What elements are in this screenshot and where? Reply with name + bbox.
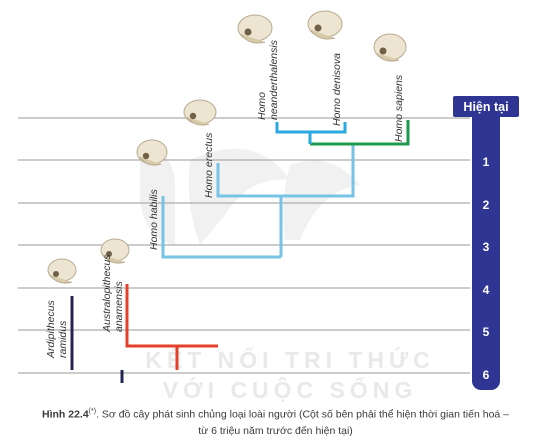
branch-australopithecus xyxy=(125,284,218,348)
skull-icon xyxy=(136,139,168,166)
branch-late-homo xyxy=(281,144,355,198)
time-gridlines xyxy=(18,117,470,374)
label-ardipithecus-ramidus: Ardipithecus ramidus xyxy=(45,297,69,359)
label-ardipithecus-line2: ramidus xyxy=(57,320,69,358)
caption-mark: (*) xyxy=(88,408,97,415)
timeline-title-box xyxy=(453,96,519,117)
skull-icon xyxy=(47,258,77,284)
label-homo-habilis: Homo habilis xyxy=(148,189,160,250)
branch-nean-denisova xyxy=(275,122,347,134)
watermark-line1: KẾT NỐI TRI THỨC xyxy=(145,346,434,373)
label-australopithecus-line2: anamensis xyxy=(113,280,125,332)
label-homo-denisova: Homo denisova xyxy=(331,53,343,126)
label-homo-neanderthalensis-line2: neanderthalensis xyxy=(268,39,280,120)
timeline-bar xyxy=(472,103,500,390)
figure-caption: Hình 22.4(*). Sơ đồ cây phát sinh chủng … xyxy=(0,404,551,439)
skull-icons xyxy=(47,10,407,284)
label-homo-erectus: Homo erectus xyxy=(203,132,215,198)
phylogenetic-tree xyxy=(70,120,410,383)
caption-line1: Hình 22.4(*). Sơ đồ cây phát sinh chủng … xyxy=(0,404,551,423)
skull-icon xyxy=(307,10,343,40)
label-homo-neanderthalensis-line1: Homo xyxy=(256,92,268,120)
skull-icon xyxy=(237,14,273,44)
label-homo-sapiens: Homo sapiens xyxy=(393,74,405,142)
label-australopithecus-anamensis: Australopithecus anamensis xyxy=(101,251,125,333)
label-ardipithecus-line1: Ardipithecus xyxy=(45,299,57,359)
caption-line2: từ 6 triệu năm trước đến hiện tại) xyxy=(198,424,353,437)
skull-icon xyxy=(373,33,407,62)
timeline-tick-6: 6 xyxy=(483,368,490,382)
watermark-line2: VỚI CUỘC SỐNG xyxy=(163,376,418,403)
watermark: KẾT NỐI TRI THỨC VỚI CUỘC SỐNG xyxy=(140,148,434,403)
skull-icon xyxy=(183,99,217,126)
branch-homo-habilis xyxy=(161,196,281,259)
timeline-title: Hiện tại xyxy=(463,100,508,114)
timeline-tick-2: 2 xyxy=(483,198,490,212)
branch-homo-sapiens xyxy=(310,120,410,146)
timeline-column: Hiện tại 1 2 3 4 5 6 xyxy=(453,96,519,390)
species-labels: Homo neanderthalensis Homo denisova Homo… xyxy=(45,39,405,359)
caption-figure-number: Hình 22.4 xyxy=(41,408,89,421)
timeline-tick-3: 3 xyxy=(483,240,490,254)
label-homo-neanderthalensis: Homo neanderthalensis xyxy=(256,39,280,120)
label-australopithecus-line1: Australopithecus xyxy=(101,254,113,333)
timeline-tick-1: 1 xyxy=(483,155,490,169)
timeline-tick-4: 4 xyxy=(483,283,490,297)
branch-homo-erectus xyxy=(216,163,283,257)
skull-icon xyxy=(100,238,130,264)
timeline-tick-5: 5 xyxy=(483,325,490,339)
caption-text: . Sơ đồ cây phát sinh chủng loại loài ng… xyxy=(96,408,510,421)
